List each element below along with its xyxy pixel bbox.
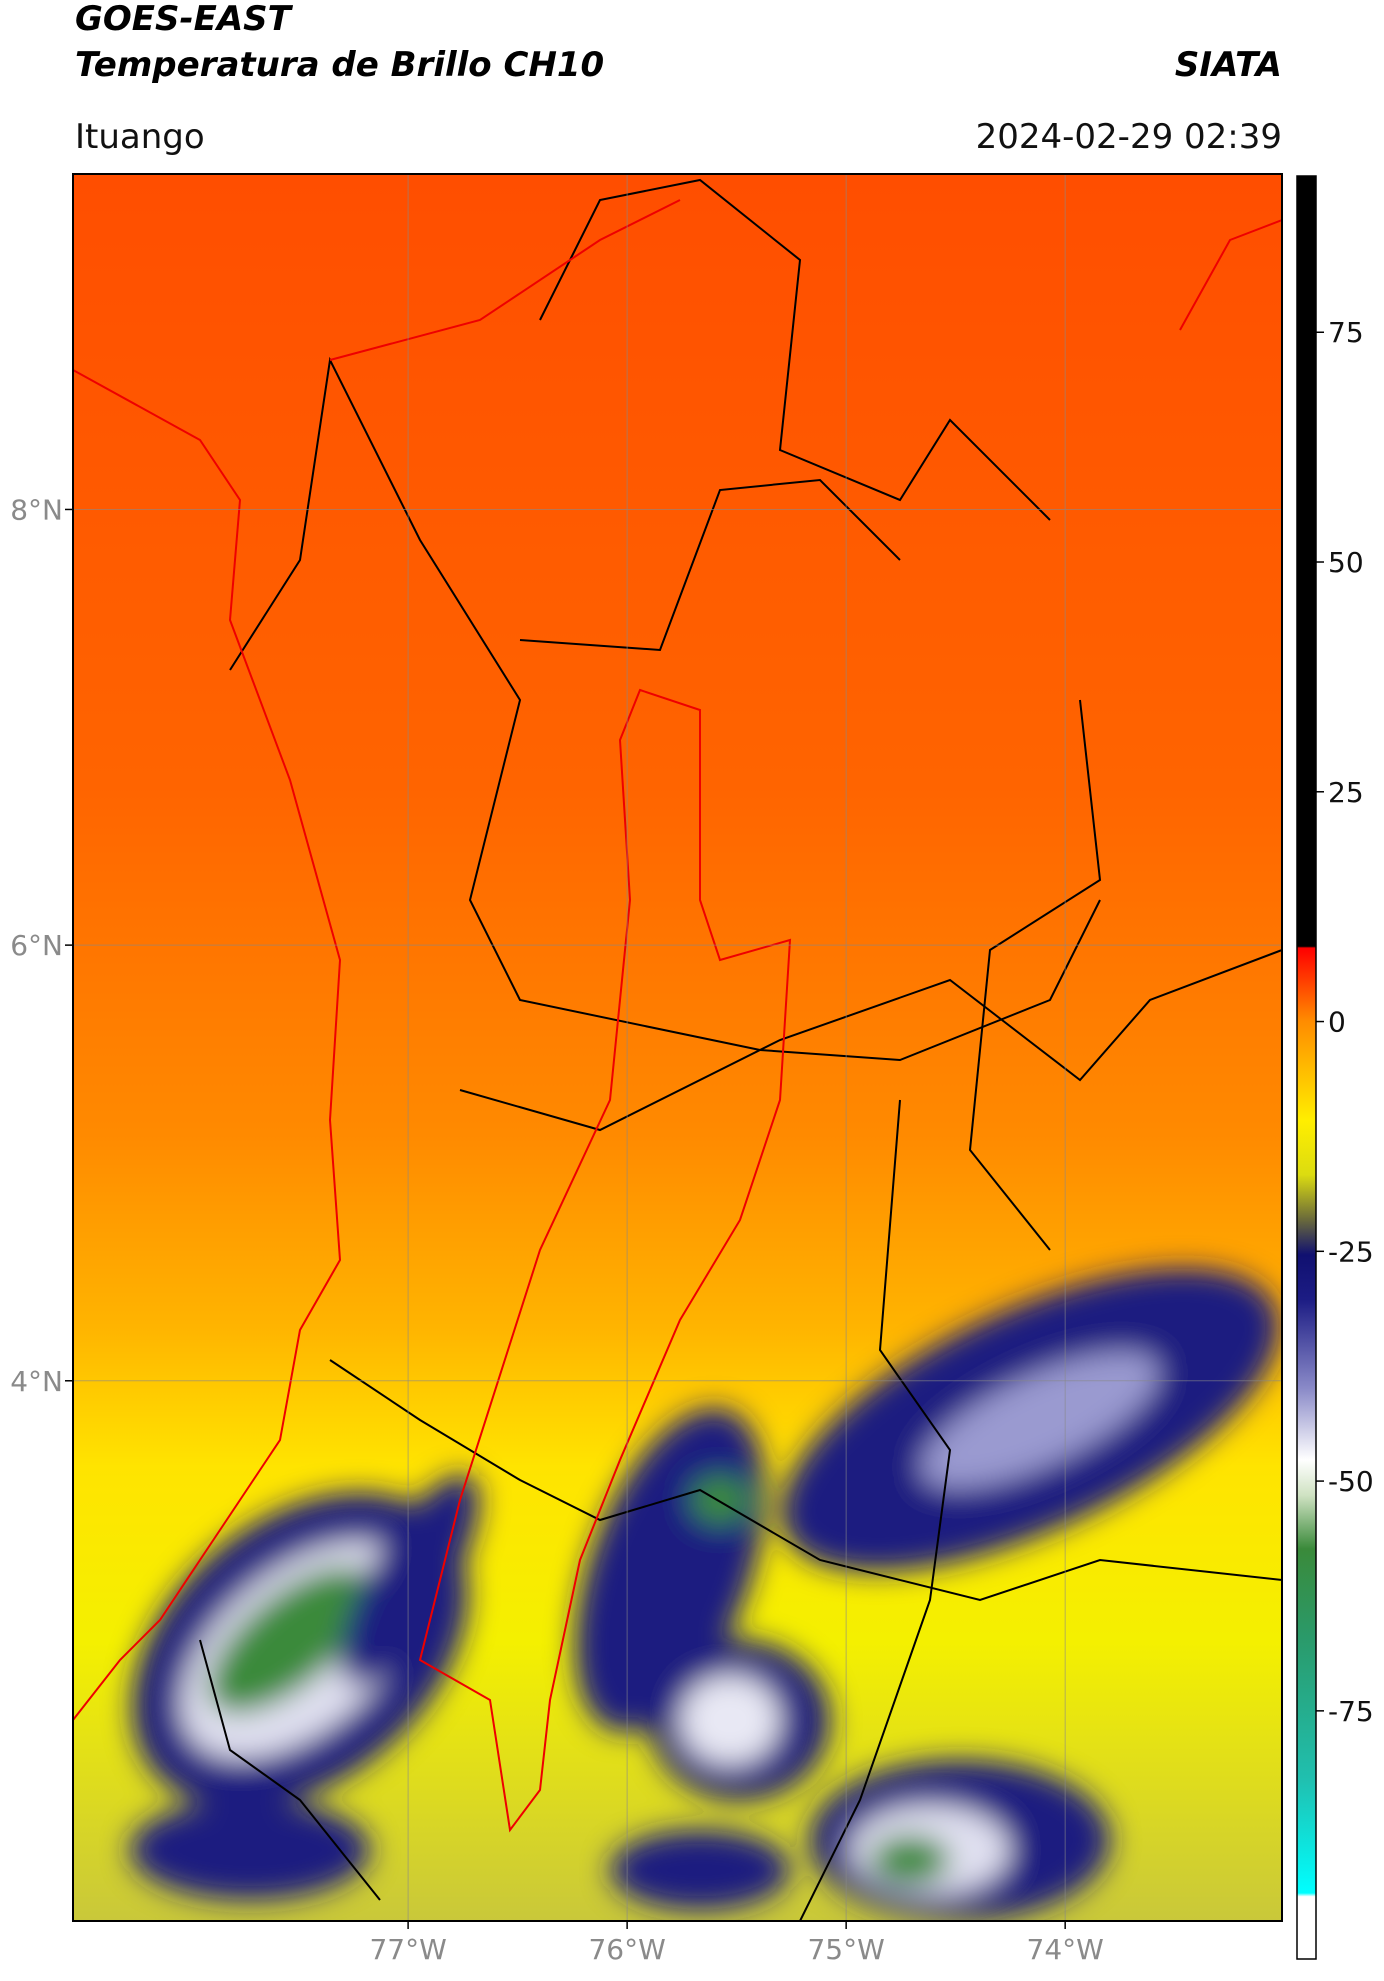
- y-tick-label: 4°N: [10, 1365, 63, 1398]
- x-tick-label: 74°W: [1027, 1933, 1104, 1966]
- map-field: [73, 174, 1282, 1921]
- boundaries: [199, 178, 1282, 1921]
- colorbar-tick-label: 25: [1328, 776, 1364, 809]
- coastline-and-region: [73, 199, 1282, 1833]
- colorbar: [1296, 175, 1317, 1960]
- colorbar-tick-label: 75: [1328, 316, 1364, 349]
- location: Ituango: [75, 117, 205, 157]
- datetime: 2024-02-29 02:39: [976, 117, 1282, 157]
- title: GOES-EAST: [75, 0, 294, 39]
- x-tick-label: 76°W: [588, 1933, 665, 1966]
- y-tick-label: 8°N: [10, 493, 63, 526]
- subtitle: Temperatura de Brillo CH10: [75, 45, 604, 85]
- colorbar-tick-label: -50: [1328, 1465, 1374, 1498]
- cloud-field: [130, 1268, 1280, 1920]
- map-frame: [72, 173, 1283, 1922]
- x-tick-label: 75°W: [807, 1933, 884, 1966]
- colorbar-tick-label: 50: [1328, 546, 1364, 579]
- colorbar-tick-label: -25: [1328, 1235, 1374, 1268]
- brand: SIATA: [1175, 45, 1282, 85]
- y-tick-label: 6°N: [10, 929, 63, 962]
- grid: [73, 174, 1282, 1921]
- colorbar-tick-label: -75: [1328, 1695, 1374, 1728]
- x-tick-label: 77°W: [369, 1933, 446, 1966]
- colorbar-tick-label: 0: [1328, 1006, 1346, 1039]
